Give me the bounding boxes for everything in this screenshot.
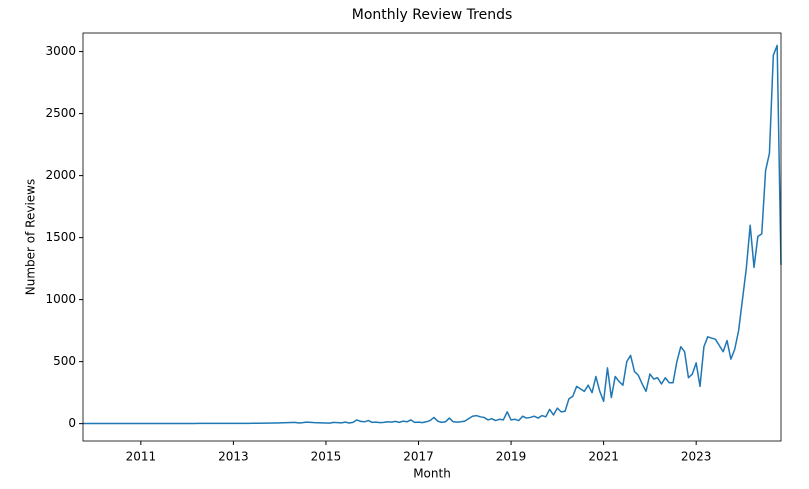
- x-tick-label: 2011: [126, 450, 157, 464]
- y-tick-label: 1500: [45, 230, 76, 244]
- x-tick-label: 2015: [311, 450, 342, 464]
- x-axis-label: Month: [413, 467, 451, 481]
- y-tick-label: 1000: [45, 292, 76, 306]
- y-tick-label: 500: [53, 354, 76, 368]
- y-tick-label: 2500: [45, 106, 76, 120]
- y-axis-label: Number of Reviews: [24, 179, 38, 295]
- x-tick-label: 2017: [403, 450, 434, 464]
- plot-frame: [82, 32, 782, 442]
- x-tick-label: 2021: [588, 450, 619, 464]
- chart-title: Monthly Review Trends: [352, 7, 513, 23]
- x-tick-label: 2019: [496, 450, 527, 464]
- y-tick-label: 3000: [45, 44, 76, 58]
- x-tick-label: 2013: [218, 450, 249, 464]
- y-tick-label: 0: [68, 416, 76, 430]
- line: [83, 44, 782, 425]
- x-tick-label: 2023: [681, 450, 712, 464]
- y-tick-label: 2000: [45, 168, 76, 182]
